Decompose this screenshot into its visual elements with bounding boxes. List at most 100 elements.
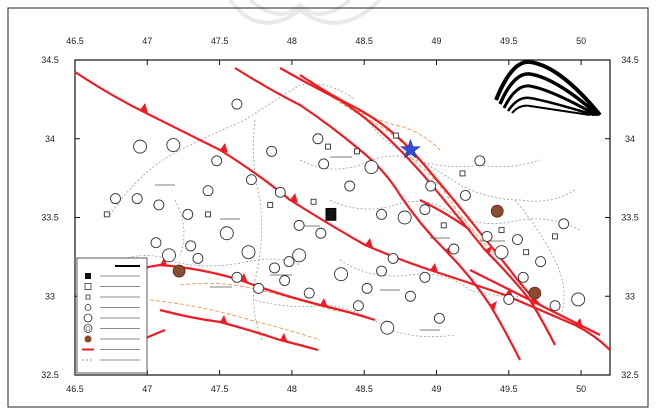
fault-line — [299, 74, 541, 306]
city-circle — [459, 189, 471, 201]
station-marker — [490, 204, 504, 218]
place-labels — [155, 156, 505, 331]
city-circle — [474, 155, 486, 167]
city-circle — [380, 320, 395, 335]
top-lon-label: 48 — [287, 36, 297, 46]
map-frame — [7, 7, 649, 408]
city-circle — [494, 245, 509, 260]
city-circle — [231, 271, 243, 283]
city-circle — [202, 185, 214, 197]
city-circle — [405, 290, 416, 302]
city-circle — [219, 226, 234, 241]
station-marker — [528, 286, 542, 300]
legend — [76, 257, 148, 374]
city-circle — [153, 199, 165, 211]
fault-line — [234, 67, 521, 361]
city-circle — [364, 160, 379, 175]
city-circle — [571, 292, 586, 307]
bottom-lon-label: 48 — [287, 384, 297, 394]
city-circle — [192, 253, 204, 264]
town-square — [325, 143, 331, 150]
fault-line — [74, 71, 611, 351]
right-lat-label: 34.5 — [621, 55, 639, 65]
town-square — [310, 198, 317, 205]
main-site — [325, 207, 337, 221]
axis-labels: 46.5 47 47.5 48 48.5 49 49.5 50 46.5 47 47.5 48 48.5… — [41, 36, 639, 394]
city-circle — [182, 208, 194, 220]
city-circle — [433, 312, 445, 324]
right-lat-label: 34 — [625, 134, 635, 144]
city-circle — [425, 180, 437, 192]
top-lon-label: 50 — [576, 36, 586, 46]
right-lat-label: 33.5 — [621, 213, 639, 223]
left-lat-label: 34.5 — [41, 55, 59, 65]
legend-entry — [83, 324, 140, 333]
legend-big-circle-icon — [83, 313, 93, 323]
bottom-lon-label: 47 — [142, 384, 152, 394]
fault-line — [159, 308, 319, 352]
city-circle — [344, 180, 356, 192]
plot-area — [74, 59, 611, 376]
city-circle — [162, 248, 176, 263]
city-circle — [266, 145, 278, 157]
left-lat-label: 34 — [45, 134, 55, 144]
city-circle — [110, 193, 121, 205]
city-circle — [292, 248, 307, 263]
city-circle — [312, 133, 324, 145]
city-circle — [558, 218, 570, 230]
legend-entry — [85, 273, 140, 279]
city-circle — [419, 204, 431, 216]
city-circle — [241, 245, 256, 260]
town-markers — [103, 132, 559, 256]
bottom-lon-label: 47.5 — [211, 384, 229, 394]
bottom-lon-label: 49.5 — [500, 384, 518, 394]
city-markers — [110, 98, 586, 335]
city-circle — [481, 230, 493, 242]
city-circle — [334, 267, 349, 282]
city-circle — [352, 300, 364, 312]
legend-station-icon — [84, 335, 92, 343]
city-circle — [376, 208, 387, 220]
legend-entry — [83, 313, 140, 323]
city-circle — [448, 243, 460, 255]
legend-filled-square-icon — [85, 273, 91, 279]
top-lon-label: 48.5 — [355, 36, 373, 46]
bottom-lon-label: 50 — [576, 384, 586, 394]
city-circle — [150, 237, 162, 249]
city-circle — [293, 219, 305, 231]
city-circle — [318, 158, 330, 170]
city-circle — [512, 234, 523, 246]
city-circle — [376, 265, 387, 277]
city-circle — [131, 193, 143, 205]
city-circle — [166, 138, 181, 153]
town-square — [440, 222, 447, 229]
city-circle — [274, 186, 286, 198]
top-lon-label: 49 — [431, 36, 441, 46]
city-circle — [185, 240, 197, 252]
left-lat-label: 33.5 — [41, 213, 59, 223]
legend-entry — [85, 294, 140, 300]
legend-circle-icon — [84, 304, 92, 311]
right-lat-label: 32.5 — [621, 370, 639, 380]
city-circle — [549, 300, 561, 312]
top-lon-label: 46.5 — [66, 36, 84, 46]
scale-logo-icon — [494, 59, 602, 117]
legend-inner-circle-icon — [85, 326, 91, 331]
epicenter-star-icon — [400, 138, 421, 159]
city-circle — [503, 293, 515, 305]
town-square — [498, 227, 505, 234]
city-circle — [397, 210, 412, 225]
city-circle — [279, 275, 291, 286]
stations — [172, 204, 542, 300]
city-circle — [303, 287, 315, 299]
fault-line — [419, 199, 471, 231]
left-lat-label: 33 — [45, 291, 55, 301]
city-circle — [253, 282, 265, 294]
main-site-marker — [325, 207, 337, 221]
left-lat-label: 32.5 — [41, 370, 59, 380]
town-square — [459, 170, 466, 177]
city-circle — [231, 98, 243, 110]
watermark-logo — [228, 0, 382, 25]
town-square — [552, 233, 559, 240]
